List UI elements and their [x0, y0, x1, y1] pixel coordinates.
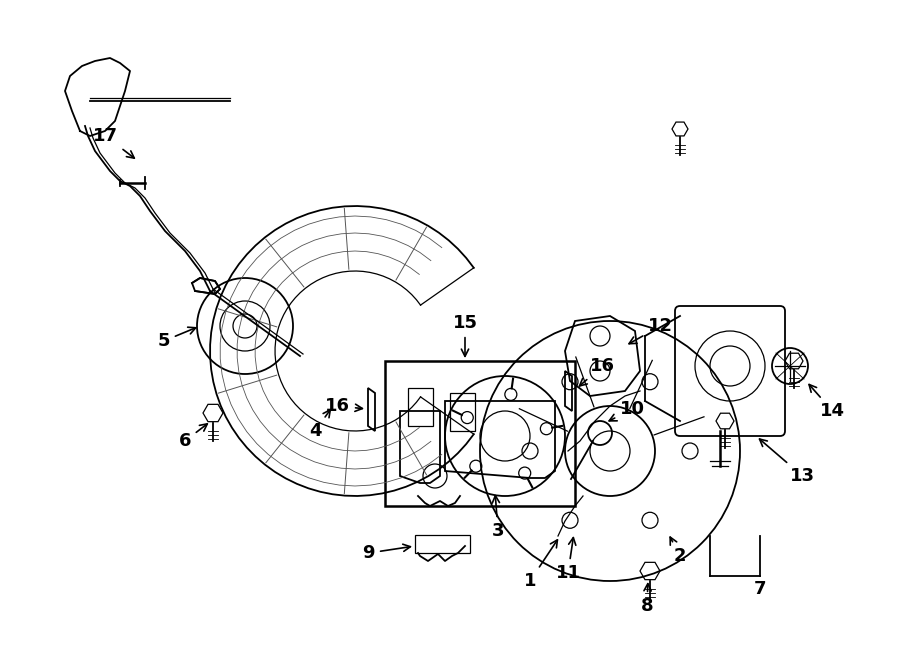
Text: 8: 8 — [641, 584, 653, 615]
Text: 12: 12 — [629, 317, 673, 344]
Text: 16: 16 — [580, 357, 615, 386]
Bar — [415, 535, 470, 553]
Bar — [450, 393, 475, 431]
Text: 15: 15 — [453, 314, 478, 356]
Text: 2: 2 — [670, 537, 686, 565]
Bar — [408, 388, 433, 426]
Bar — [385, 361, 575, 506]
Text: 6: 6 — [179, 424, 207, 450]
Text: 3: 3 — [491, 496, 504, 540]
Text: 9: 9 — [363, 544, 410, 562]
Text: 16: 16 — [325, 397, 363, 415]
Text: 14: 14 — [809, 385, 845, 420]
Text: 5: 5 — [158, 327, 195, 350]
Text: 1: 1 — [524, 540, 557, 590]
Text: 7: 7 — [754, 580, 766, 598]
Text: 13: 13 — [760, 439, 815, 485]
Text: 17: 17 — [93, 127, 134, 158]
Text: 4: 4 — [309, 410, 330, 440]
Text: 11: 11 — [555, 537, 580, 582]
Text: 10: 10 — [609, 400, 645, 421]
